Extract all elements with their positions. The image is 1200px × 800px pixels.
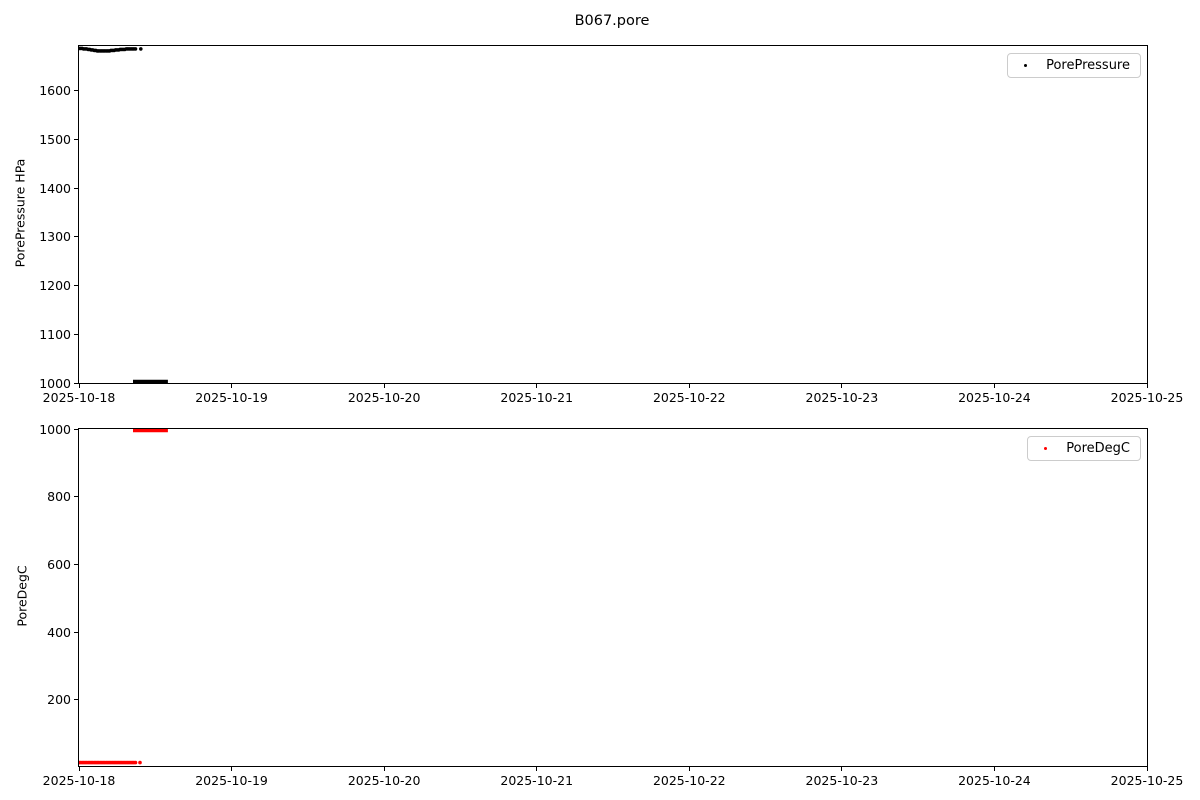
- y-tick-mark: [74, 699, 78, 701]
- temperature-legend: PoreDegC: [1027, 436, 1141, 461]
- x-tick-label: 2025-10-19: [195, 773, 268, 788]
- y-tick-label: 1400: [39, 180, 71, 196]
- x-tick-mark: [536, 767, 538, 771]
- y-tick-label: 200: [47, 692, 71, 708]
- data-point: [139, 47, 143, 51]
- x-tick-label: 2025-10-22: [652, 773, 726, 788]
- y-tick-label: 1600: [39, 83, 71, 99]
- x-tick-label: 2025-10-24: [958, 390, 1031, 405]
- x-tick-mark: [993, 384, 995, 388]
- pressure-y-axis-label: PorePressure HPa: [12, 158, 28, 268]
- y-tick-mark: [74, 382, 78, 384]
- y-tick-mark: [74, 496, 78, 498]
- x-tick-label: 2025-10-21: [500, 773, 574, 788]
- temperature-plot-area: PoreDegC 200 400 600 800 1000 2025-10-18 2025-…: [39, 422, 1183, 789]
- y-tick-mark: [74, 428, 78, 430]
- temperature-legend-marker-icon: [1044, 447, 1048, 450]
- y-tick-mark: [74, 631, 78, 633]
- x-tick-mark: [78, 767, 80, 771]
- x-tick-mark: [1146, 767, 1148, 771]
- x-tick-mark: [1146, 384, 1148, 388]
- y-tick-mark: [74, 139, 78, 140]
- x-tick-mark: [383, 384, 385, 388]
- data-point: [133, 47, 138, 51]
- y-tick-mark: [74, 333, 78, 335]
- x-tick-label: 2025-10-25: [1110, 773, 1184, 788]
- x-tick-label: 2025-10-23: [805, 390, 879, 405]
- x-tick-mark: [231, 384, 233, 388]
- y-tick-mark: [74, 90, 78, 92]
- x-tick-label: 2025-10-20: [347, 390, 421, 405]
- x-tick-label: 2025-10-19: [195, 390, 268, 405]
- y-tick-mark: [74, 187, 78, 189]
- temperature-legend-label: PoreDegC: [1066, 441, 1130, 456]
- x-tick-mark: [231, 767, 233, 771]
- y-tick-mark: [74, 563, 78, 565]
- y-tick-label: 1500: [39, 132, 71, 147]
- x-tick-label: 2025-10-18: [42, 390, 116, 405]
- y-tick-label: 800: [47, 489, 71, 505]
- temperature-scatter-canvas: [79, 429, 168, 765]
- y-tick-label: 600: [47, 556, 71, 572]
- y-tick-label: 1200: [39, 278, 71, 294]
- x-tick-label: 2025-10-22: [652, 390, 726, 405]
- x-tick-label: 2025-10-25: [1110, 390, 1184, 405]
- pressure-scatter-canvas: [79, 46, 168, 383]
- x-tick-mark: [688, 767, 690, 771]
- x-tick-mark: [536, 384, 538, 388]
- pressure-plot-area: PorePressure 1000 1100 1200 1300 1400 1500 160…: [39, 45, 1183, 405]
- y-tick-label: 1000: [39, 421, 71, 437]
- pressure-legend-marker-icon: [1024, 64, 1028, 67]
- y-tick-label: 1000: [39, 375, 71, 391]
- x-tick-mark: [688, 384, 690, 388]
- y-tick-label: 400: [47, 624, 71, 640]
- x-tick-mark: [383, 767, 385, 771]
- y-tick-mark: [74, 236, 78, 238]
- data-point: [138, 760, 142, 765]
- y-tick-label: 1100: [39, 326, 71, 342]
- y-tick-mark: [74, 285, 78, 287]
- x-tick-mark: [993, 767, 995, 771]
- x-tick-label: 2025-10-18: [42, 773, 116, 788]
- x-tick-label: 2025-10-20: [347, 773, 421, 788]
- x-tick-label: 2025-10-24: [958, 773, 1031, 788]
- data-point: [133, 760, 138, 765]
- pressure-legend: PorePressure: [1007, 53, 1141, 78]
- x-tick-label: 2025-10-23: [805, 773, 879, 788]
- y-tick-label: 1300: [39, 229, 71, 245]
- temperature-y-axis-label: PoreDegC: [14, 565, 30, 627]
- pressure-legend-label: PorePressure: [1046, 58, 1130, 73]
- figure-title: B067.pore: [574, 13, 650, 29]
- x-tick-label: 2025-10-21: [500, 390, 574, 405]
- x-tick-mark: [841, 384, 843, 388]
- x-tick-mark: [841, 767, 843, 771]
- x-tick-mark: [78, 384, 80, 388]
